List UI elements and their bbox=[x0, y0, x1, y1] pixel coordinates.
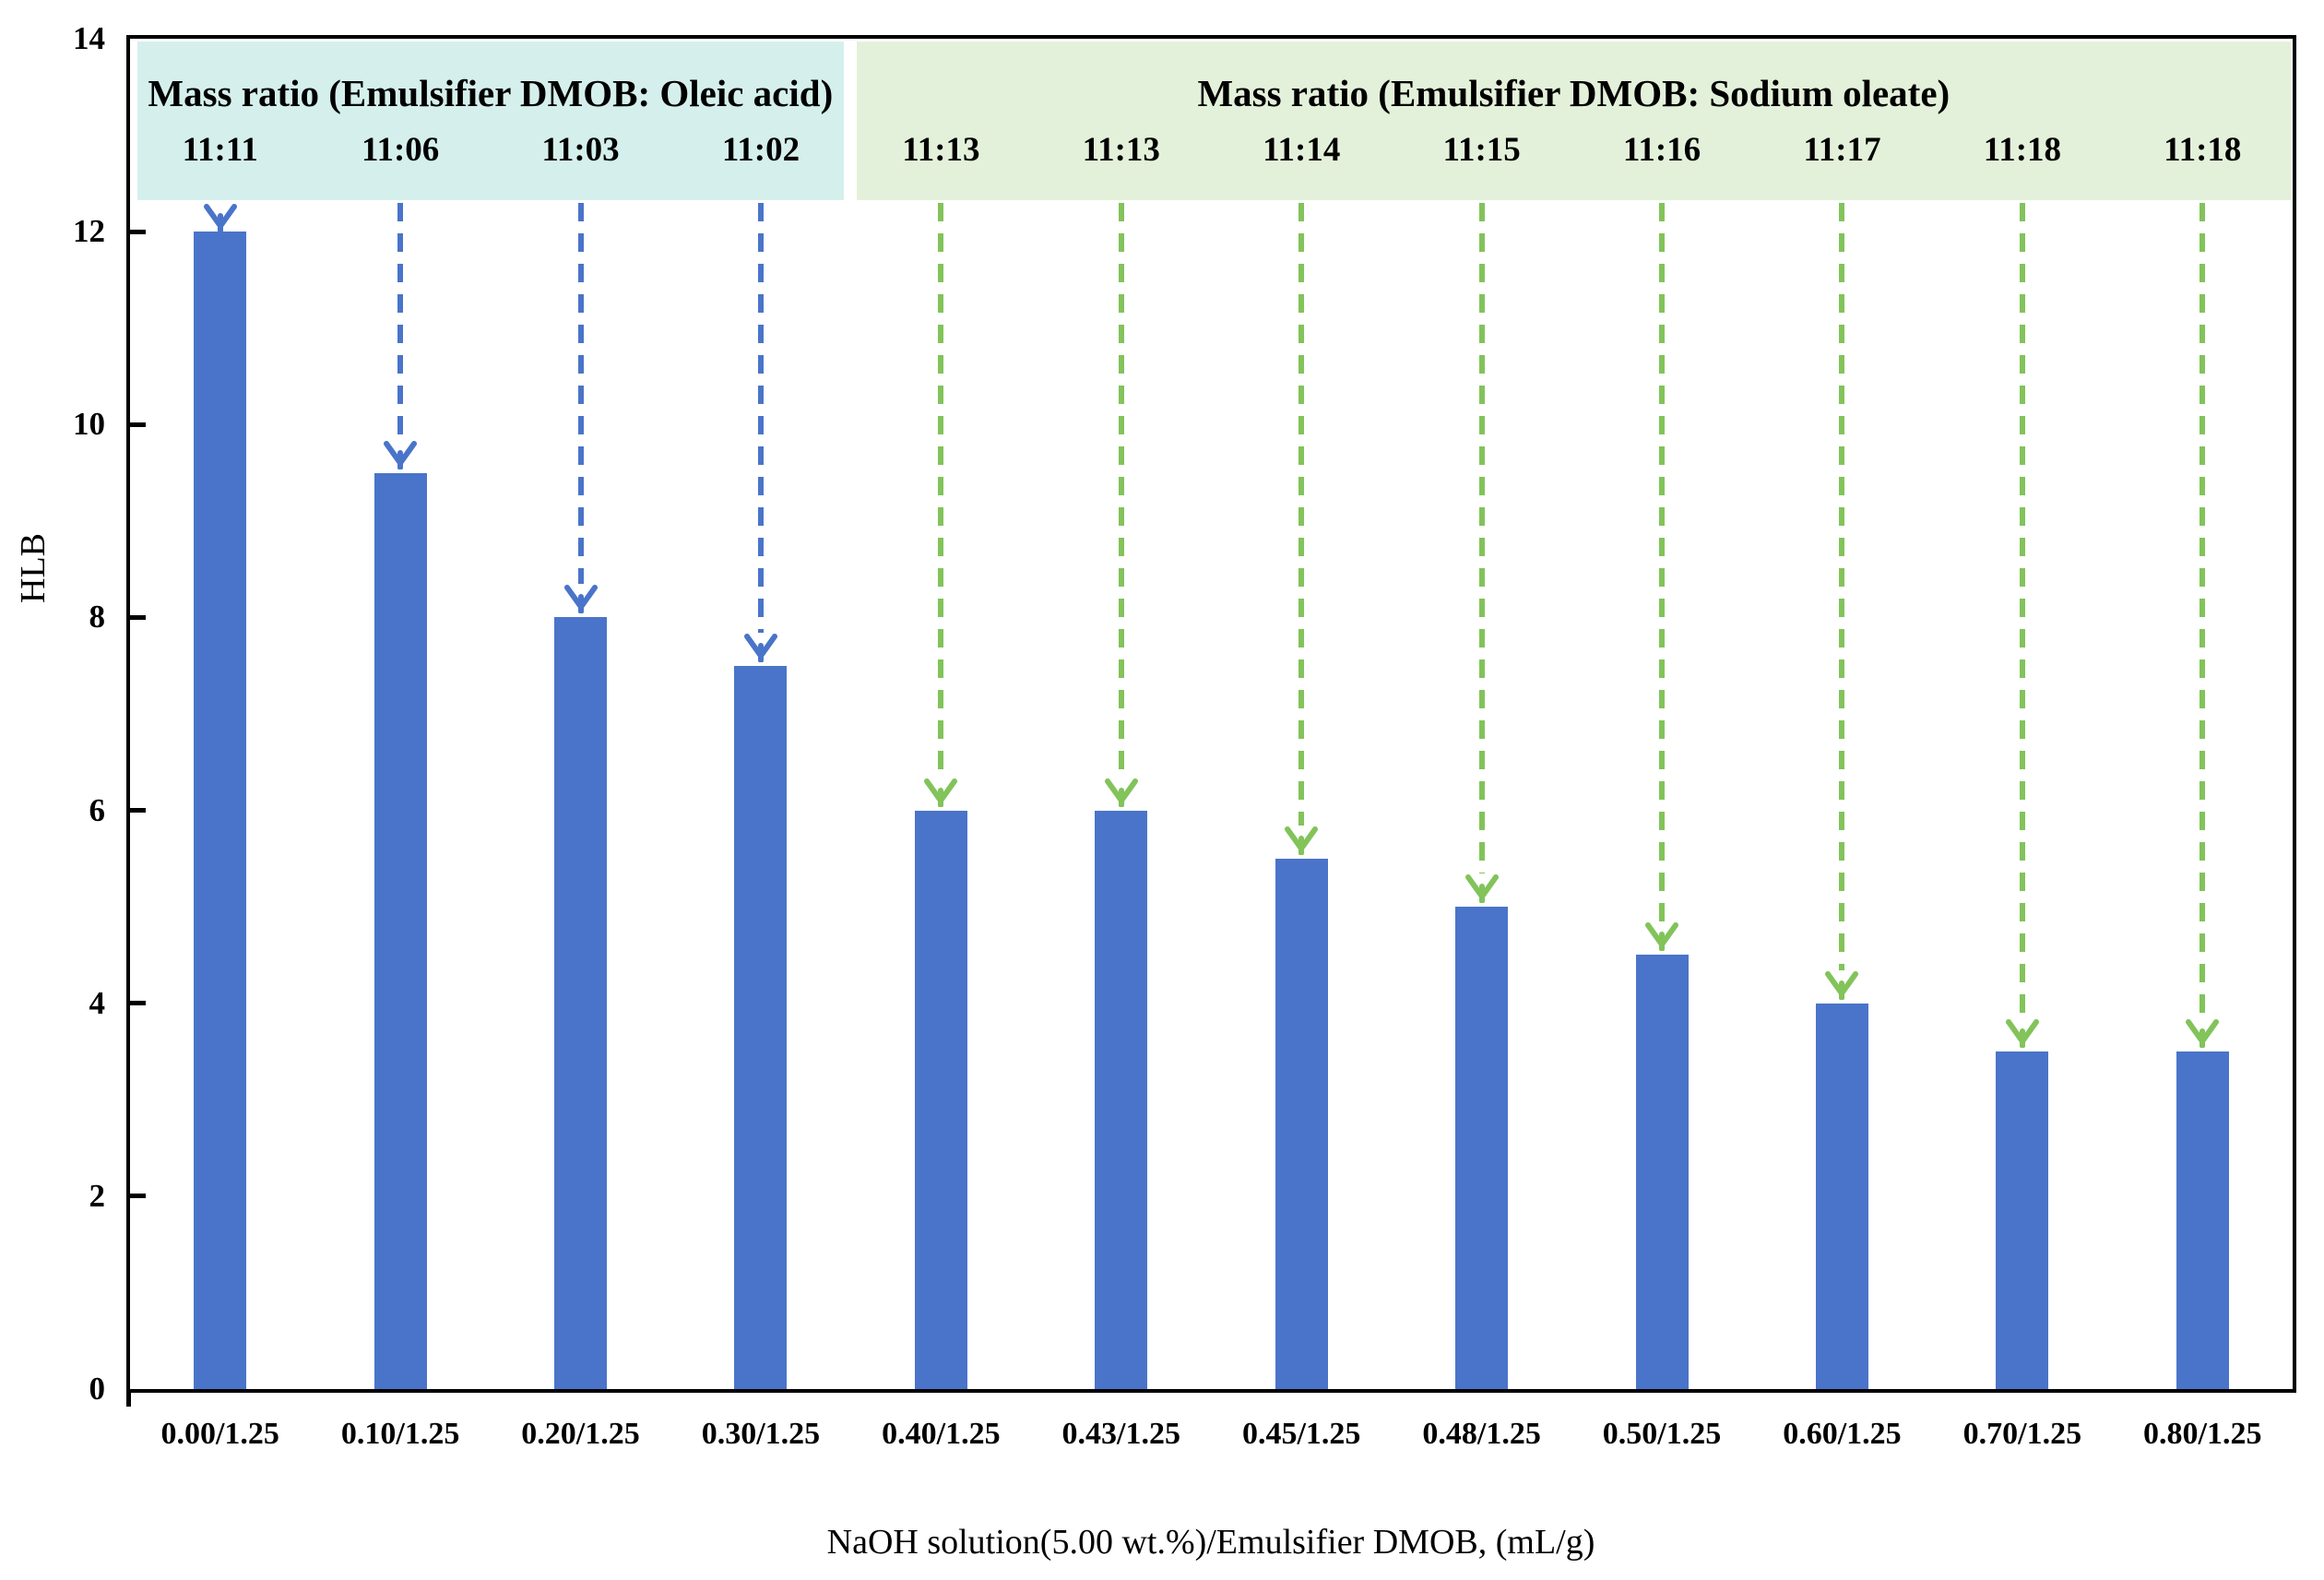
group-header-band: Mass ratio (Emulsifier DMOB: Oleic acid) bbox=[137, 42, 844, 200]
x-axis-title: NaOH solution(5.00 wt.%)/Emulsifier DMOB… bbox=[826, 1523, 1595, 1562]
drop-arrow bbox=[743, 203, 777, 662]
arrow-dash-line bbox=[2200, 203, 2206, 1018]
x-tick-label: 0.43/1.25 bbox=[1061, 1417, 1181, 1451]
group-header-band: Mass ratio (Emulsifier DMOB: Sodium olea… bbox=[856, 42, 2291, 200]
x-tick-label: 0.48/1.25 bbox=[1422, 1417, 1541, 1451]
drop-arrow bbox=[2186, 203, 2220, 1048]
x-tick-label: 0.70/1.25 bbox=[1962, 1417, 2082, 1451]
y-tick-label: 6 bbox=[89, 791, 106, 828]
arrow-head-icon bbox=[1104, 778, 1138, 807]
bar-ratio-label: 11:15 bbox=[1442, 131, 1521, 169]
bar-ratio-label: 11:13 bbox=[1082, 131, 1160, 169]
drop-arrow bbox=[384, 203, 418, 469]
bar bbox=[1815, 1003, 1868, 1389]
bar bbox=[374, 472, 427, 1389]
drop-arrow bbox=[1464, 203, 1499, 904]
bar bbox=[194, 232, 247, 1389]
y-tick-label: 0 bbox=[89, 1371, 106, 1407]
arrow-head-icon bbox=[1645, 922, 1679, 952]
bar bbox=[734, 665, 788, 1389]
y-axis-tick bbox=[130, 1001, 146, 1006]
x-tick-label: 0.50/1.25 bbox=[1602, 1417, 1722, 1451]
x-tick-label: 0.10/1.25 bbox=[340, 1417, 460, 1451]
y-axis-tick bbox=[130, 614, 146, 620]
bar-ratio-label: 11:18 bbox=[2164, 131, 2242, 169]
x-tick-label: 0.40/1.25 bbox=[882, 1417, 1001, 1451]
arrow-dash-line bbox=[1118, 203, 1124, 778]
y-axis-tick bbox=[130, 1194, 146, 1199]
x-axis-origin-tick bbox=[126, 1393, 131, 1407]
bar-ratio-label: 11:17 bbox=[1803, 131, 1881, 169]
arrow-head-icon bbox=[2186, 1019, 2220, 1048]
arrow-head-icon bbox=[1464, 874, 1499, 904]
y-tick-label: 8 bbox=[89, 599, 106, 636]
drop-arrow bbox=[1825, 203, 1859, 1000]
arrow-head-icon bbox=[743, 633, 777, 662]
x-tick-label: 0.20/1.25 bbox=[521, 1417, 640, 1451]
x-tick-label: 0.45/1.25 bbox=[1241, 1417, 1361, 1451]
bar-ratio-label: 11:13 bbox=[902, 131, 980, 169]
drop-arrow bbox=[2005, 203, 2039, 1048]
bar bbox=[1095, 810, 1148, 1389]
x-tick-label: 0.00/1.25 bbox=[160, 1417, 279, 1451]
plot-area: Mass ratio (Emulsifier DMOB: Oleic acid)… bbox=[126, 35, 2296, 1393]
arrow-head-icon bbox=[1285, 826, 1319, 855]
bar-ratio-label: 11:02 bbox=[721, 131, 800, 169]
arrow-dash-line bbox=[397, 203, 404, 440]
y-tick-label: 10 bbox=[73, 406, 105, 443]
y-axis-tick bbox=[130, 422, 146, 427]
arrow-dash-line bbox=[1659, 203, 1666, 922]
arrow-dash-line bbox=[938, 203, 944, 778]
y-axis-tick bbox=[130, 229, 146, 234]
bar bbox=[554, 617, 608, 1389]
bar bbox=[1996, 1051, 2049, 1389]
x-tick-label: 0.60/1.25 bbox=[1783, 1417, 1902, 1451]
x-tick-label: 0.80/1.25 bbox=[2143, 1417, 2262, 1451]
bar bbox=[1275, 858, 1328, 1389]
arrow-dash-line bbox=[1478, 203, 1485, 874]
arrow-head-icon bbox=[384, 440, 418, 469]
arrow-head-icon bbox=[563, 585, 598, 614]
y-tick-label: 4 bbox=[89, 984, 106, 1021]
drop-arrow bbox=[1645, 203, 1679, 952]
x-tick-label: 0.30/1.25 bbox=[701, 1417, 821, 1451]
arrow-head-icon bbox=[924, 778, 958, 807]
bar-ratio-label: 11:14 bbox=[1263, 131, 1341, 169]
drop-arrow bbox=[1285, 203, 1319, 855]
arrow-head-icon bbox=[203, 204, 237, 232]
arrow-dash-line bbox=[757, 203, 764, 633]
arrow-dash-line bbox=[577, 203, 584, 585]
bar bbox=[1635, 955, 1689, 1389]
group-header-label: Mass ratio (Emulsifier DMOB: Oleic acid) bbox=[148, 72, 834, 114]
bar-ratio-label: 11:18 bbox=[1983, 131, 2062, 169]
arrow-dash-line bbox=[1298, 203, 1305, 826]
bar-ratio-label: 11:11 bbox=[182, 131, 258, 169]
bar-ratio-label: 11:06 bbox=[361, 131, 440, 169]
bar-ratio-label: 11:16 bbox=[1622, 131, 1702, 169]
y-tick-label: 2 bbox=[89, 1177, 106, 1214]
drop-arrow bbox=[563, 203, 598, 614]
arrow-dash-line bbox=[1839, 203, 1845, 970]
y-tick-label: 12 bbox=[73, 213, 105, 250]
bar-ratio-label: 11:03 bbox=[541, 131, 620, 169]
bar bbox=[1455, 907, 1509, 1389]
drop-arrow bbox=[924, 203, 958, 807]
arrow-dash-line bbox=[2019, 203, 2025, 1018]
bar bbox=[914, 810, 967, 1389]
arrow-head-icon bbox=[2005, 1019, 2039, 1048]
y-axis-tick bbox=[130, 808, 146, 814]
y-tick-label: 14 bbox=[73, 20, 105, 56]
y-axis-title: HLB bbox=[14, 533, 53, 603]
bar bbox=[2176, 1051, 2229, 1389]
group-header-label: Mass ratio (Emulsifier DMOB: Sodium olea… bbox=[1197, 72, 1951, 114]
drop-arrow bbox=[1104, 203, 1138, 807]
drop-arrow bbox=[203, 203, 237, 232]
arrow-head-icon bbox=[1825, 970, 1859, 1000]
